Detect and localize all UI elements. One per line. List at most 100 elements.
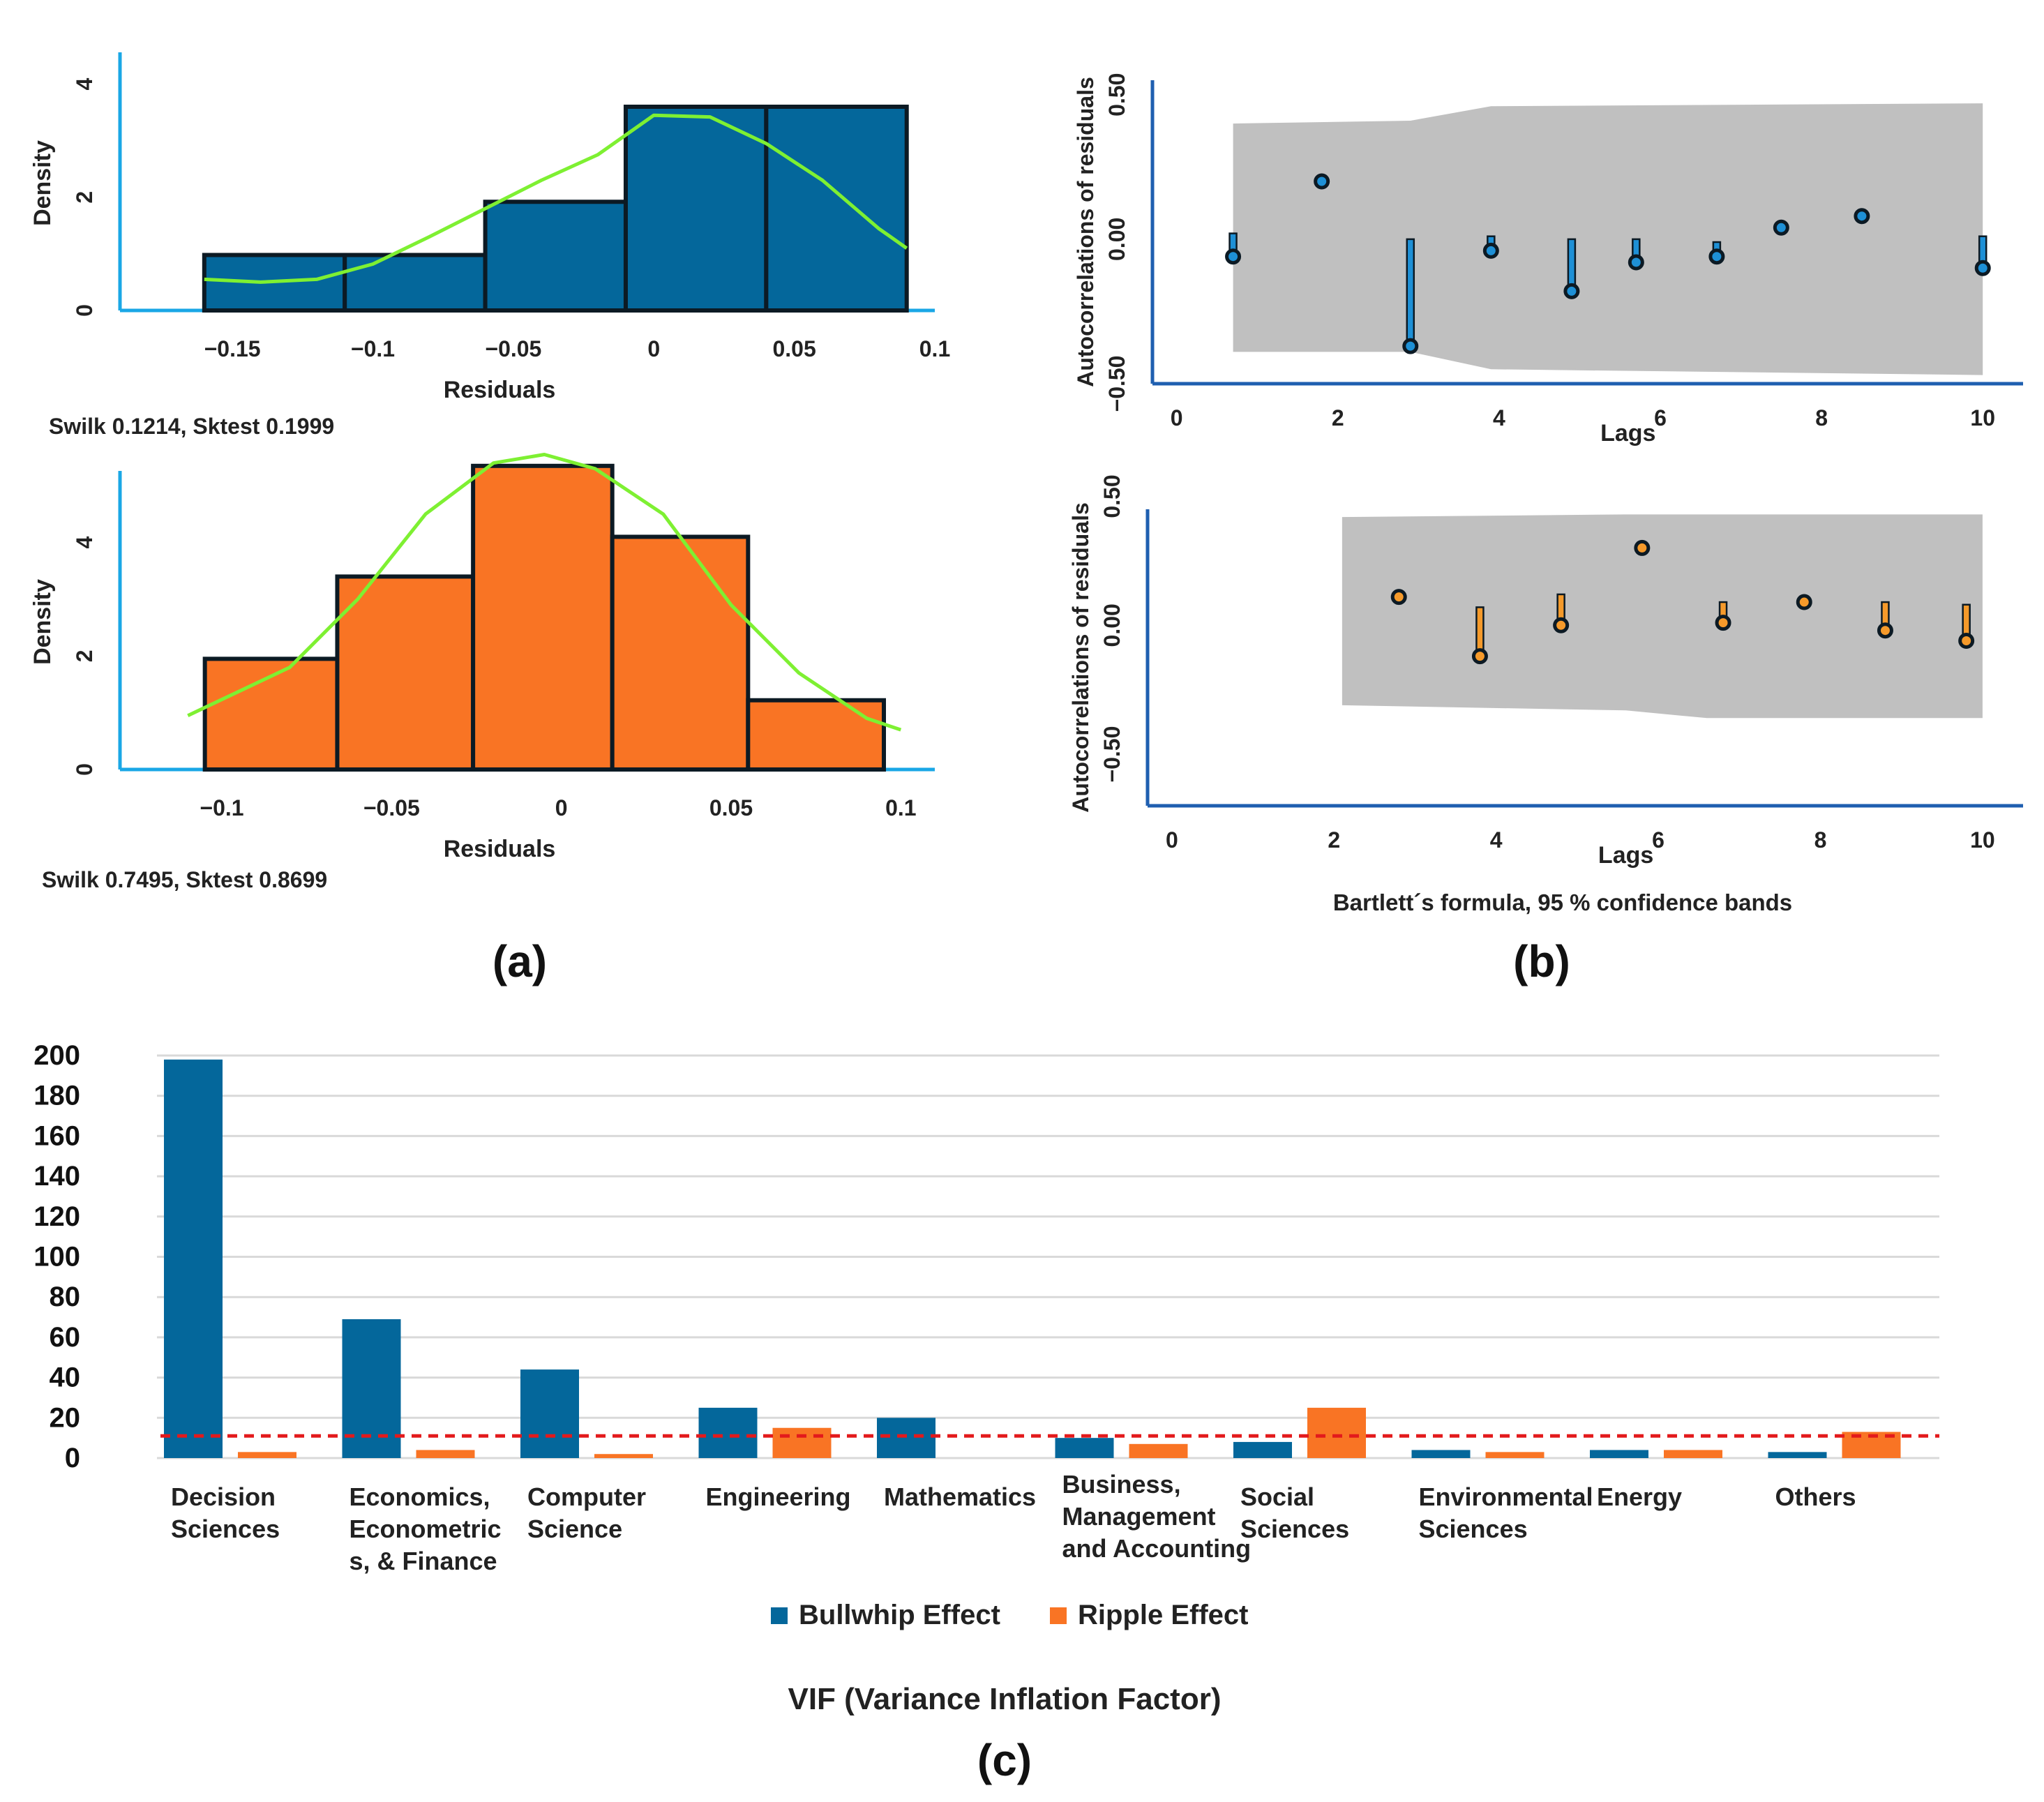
x-tick-label: −0.05 xyxy=(363,795,420,820)
y-tick-label: 0 xyxy=(65,1443,80,1473)
bullwhip-bar xyxy=(164,1059,223,1458)
category-label: Science xyxy=(527,1515,622,1543)
density-curve xyxy=(187,453,902,732)
legend-swatch-bullwhip xyxy=(771,1607,788,1624)
y-tick-label: 4 xyxy=(72,536,97,549)
histogram-bar xyxy=(623,105,769,313)
category-label: Business, xyxy=(1062,1470,1181,1499)
acf-bottom-caption: Bartlett´s formula, 95 % confidence band… xyxy=(1333,889,1792,915)
x-axis-title: Residuals xyxy=(444,377,556,403)
correlogram-bottom: 0 2 4 6 8 10 −0.50 0.00 0.50 Lags Autocorrelations… xyxy=(1068,474,2023,869)
ripple-bar xyxy=(416,1450,475,1458)
acf-point xyxy=(1314,173,1330,190)
category-label: Engineering xyxy=(706,1482,851,1511)
y-tick-label: 0.50 xyxy=(1104,73,1129,117)
y-axis-title: Autocorrelations of residuals xyxy=(1068,502,1093,813)
x-tick-label: 0.1 xyxy=(885,795,916,820)
histogram-bar xyxy=(610,534,751,772)
bullwhip-bar xyxy=(877,1418,935,1458)
acf-point xyxy=(1563,283,1580,299)
bullwhip-bar xyxy=(1768,1452,1827,1458)
acf-point xyxy=(1715,615,1731,631)
category-label: Computer xyxy=(527,1482,646,1511)
y-tick-label: 120 xyxy=(33,1201,80,1232)
x-tick-label: 0.05 xyxy=(772,336,816,361)
hist-top-note: Swilk 0.1214, Sktest 0.1999 xyxy=(49,414,334,439)
x-tick-label: 10 xyxy=(1970,405,1995,430)
bullwhip-bar xyxy=(1411,1450,1471,1458)
y-tick-label: −0.50 xyxy=(1099,726,1125,783)
histogram-top: −0.15 −0.1 −0.05 0 0.05 0.1 0 2 4 Residuals Densit… xyxy=(29,52,950,403)
x-tick-label: 0.05 xyxy=(709,795,753,820)
category-label: Others xyxy=(1775,1482,1856,1511)
y-tick-label: 200 xyxy=(33,1040,80,1071)
x-tick-label: 0 xyxy=(1171,405,1183,430)
acf-point xyxy=(1390,589,1407,606)
y-tick-label: 60 xyxy=(50,1322,81,1353)
histogram-bar xyxy=(471,463,615,772)
y-tick-label: 180 xyxy=(33,1081,80,1111)
acf-point xyxy=(1482,242,1499,259)
category-label: Sciences xyxy=(171,1515,280,1543)
category-label: and Accounting xyxy=(1062,1534,1252,1563)
y-tick-label: 160 xyxy=(33,1120,80,1151)
y-tick-label: 40 xyxy=(50,1362,81,1393)
histogram-bar xyxy=(335,574,476,772)
x-tick-label: −0.05 xyxy=(485,336,541,361)
acf-stem xyxy=(1406,238,1415,347)
histogram-bar xyxy=(483,200,628,313)
category-label: Environmental xyxy=(1419,1482,1593,1511)
hist-bottom-note: Swilk 0.7495, Sktest 0.8699 xyxy=(42,867,327,892)
x-tick-label: −0.1 xyxy=(351,336,395,361)
x-tick-label: 6 xyxy=(1652,827,1664,853)
vif-bar-chart: 0 20 40 60 80 100 120 140 160 180 200 Decision Scien… xyxy=(33,1040,1939,1630)
y-tick-label: 0.00 xyxy=(1099,603,1125,647)
x-tick-label: 8 xyxy=(1814,827,1827,853)
x-tick-label: 0.1 xyxy=(919,336,950,361)
panel-label-b: (b) xyxy=(1513,936,1570,986)
x-tick-label: 2 xyxy=(1332,405,1344,430)
acf-point xyxy=(1773,219,1789,236)
y-axis-title: Density xyxy=(29,140,56,226)
density-curve xyxy=(204,113,908,284)
x-tick-label: 0 xyxy=(1166,827,1178,853)
acf-point xyxy=(1402,338,1419,354)
x-axis-title: Residuals xyxy=(444,836,556,862)
x-axis-title: Lags xyxy=(1600,420,1655,446)
y-axis-title: Autocorrelations of residuals xyxy=(1073,77,1098,387)
acf-point xyxy=(1796,594,1812,610)
bullwhip-bar xyxy=(1055,1438,1114,1458)
histogram-bar xyxy=(746,698,887,772)
vif-chart-title: VIF (Variance Inflation Factor) xyxy=(788,1682,1221,1716)
bullwhip-bar xyxy=(520,1369,579,1458)
ripple-bar xyxy=(1307,1407,1366,1458)
acf-point xyxy=(1974,260,1991,276)
ripple-bar xyxy=(1485,1452,1545,1458)
x-axis-title: Lags xyxy=(1598,842,1653,869)
x-tick-label: −0.15 xyxy=(204,336,261,361)
legend-label-bullwhip: Bullwhip Effect xyxy=(799,1600,1000,1630)
panel-label-a: (a) xyxy=(493,936,547,986)
y-tick-label: −0.50 xyxy=(1104,356,1129,412)
correlogram-top: 0 2 4 6 8 10 −0.50 0.00 0.50 Lags Autocorrelations… xyxy=(1073,73,2023,446)
confidence-band xyxy=(1233,103,1983,375)
x-tick-label: 8 xyxy=(1815,405,1828,430)
category-label: Economics, xyxy=(350,1482,490,1511)
y-tick-label: 140 xyxy=(33,1161,80,1192)
y-tick-label: 100 xyxy=(33,1242,80,1272)
histogram-bottom: −0.1 −0.05 0 0.05 0.1 0 2 4 Residuals Density xyxy=(29,453,935,862)
y-tick-label: 0.00 xyxy=(1104,218,1129,261)
ripple-bar xyxy=(1664,1450,1722,1458)
acf-point xyxy=(1634,539,1651,556)
category-label: Mathematics xyxy=(884,1482,1036,1511)
acf-point xyxy=(1471,648,1488,665)
legend-swatch-ripple xyxy=(1050,1607,1067,1624)
category-label: Sciences xyxy=(1240,1515,1349,1543)
bullwhip-bar xyxy=(1590,1450,1648,1458)
ripple-bar xyxy=(594,1454,653,1458)
x-tick-label: 10 xyxy=(1970,827,1995,853)
ripple-bar xyxy=(1129,1443,1188,1458)
x-tick-label: 6 xyxy=(1654,405,1667,430)
category-label: Econometric xyxy=(350,1515,502,1543)
acf-point xyxy=(1628,254,1644,271)
